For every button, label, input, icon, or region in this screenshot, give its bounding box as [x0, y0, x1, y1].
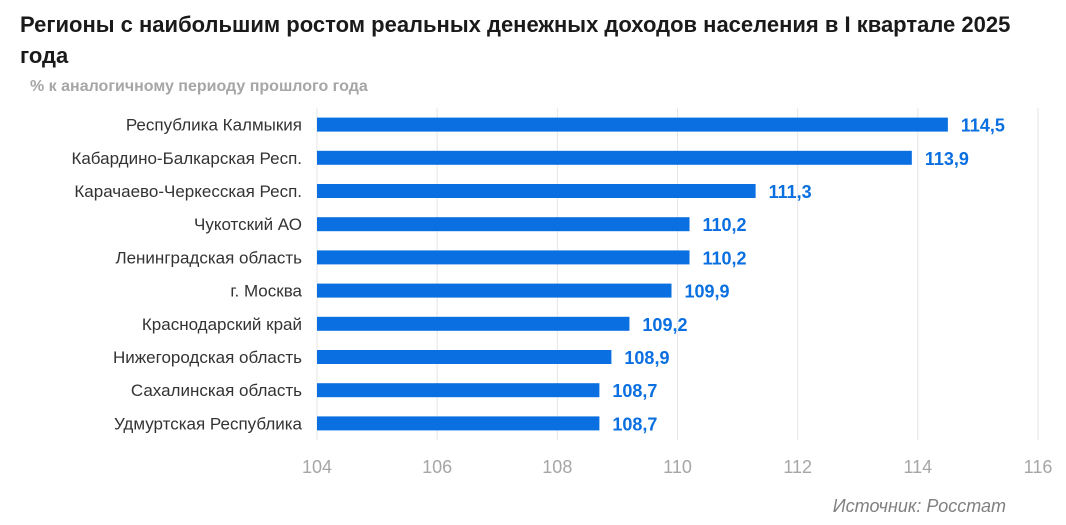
data-label: 109,2 [642, 315, 687, 335]
category-label: г. Москва [230, 282, 302, 301]
category-label: Карачаево-Черкесская Респ. [74, 182, 302, 201]
category-label: Ленинградская область [115, 248, 302, 267]
bar [317, 283, 672, 298]
bar [317, 383, 600, 398]
bar [317, 416, 600, 431]
category-label: Кабардино-Балкарская Респ. [71, 149, 302, 168]
bar [317, 117, 948, 132]
category-label: Республика Калмыкия [126, 116, 302, 135]
data-label: 113,9 [925, 149, 969, 169]
category-label: Сахалинская область [131, 381, 302, 400]
bar [317, 217, 690, 232]
data-label: 109,9 [684, 282, 729, 302]
bar [317, 350, 612, 364]
category-label: Чукотский АО [194, 215, 302, 234]
data-label: 108,7 [612, 414, 657, 434]
x-tick-label: 108 [542, 457, 572, 477]
chart-subtitle: % к аналогичному периоду прошлого года [30, 78, 368, 95]
data-label: 108,7 [612, 381, 657, 401]
data-label: 110,2 [703, 248, 747, 268]
bar [317, 184, 756, 198]
category-label: Нижегородская область [113, 348, 302, 367]
chart-title: Регионы с наибольшим ростом реальных ден… [20, 12, 1011, 68]
x-tick-label: 114 [903, 457, 932, 477]
category-label: Удмуртская Республика [114, 414, 303, 433]
data-label: 108,9 [624, 348, 669, 368]
data-label: 110,2 [703, 215, 747, 235]
x-tick-label: 104 [302, 457, 332, 477]
bar [317, 150, 912, 165]
category-label: Краснодарский край [142, 315, 302, 334]
x-tick-label: 112 [783, 457, 812, 477]
x-tick-label: 110 [663, 457, 692, 477]
x-tick-label: 106 [422, 457, 452, 477]
x-tick-label: 116 [1024, 457, 1053, 477]
data-label: 111,3 [769, 182, 812, 202]
data-label: 114,5 [961, 116, 1005, 136]
source-note: Источник: Росстат [832, 496, 1006, 516]
bar [317, 250, 690, 265]
bar [317, 316, 630, 331]
